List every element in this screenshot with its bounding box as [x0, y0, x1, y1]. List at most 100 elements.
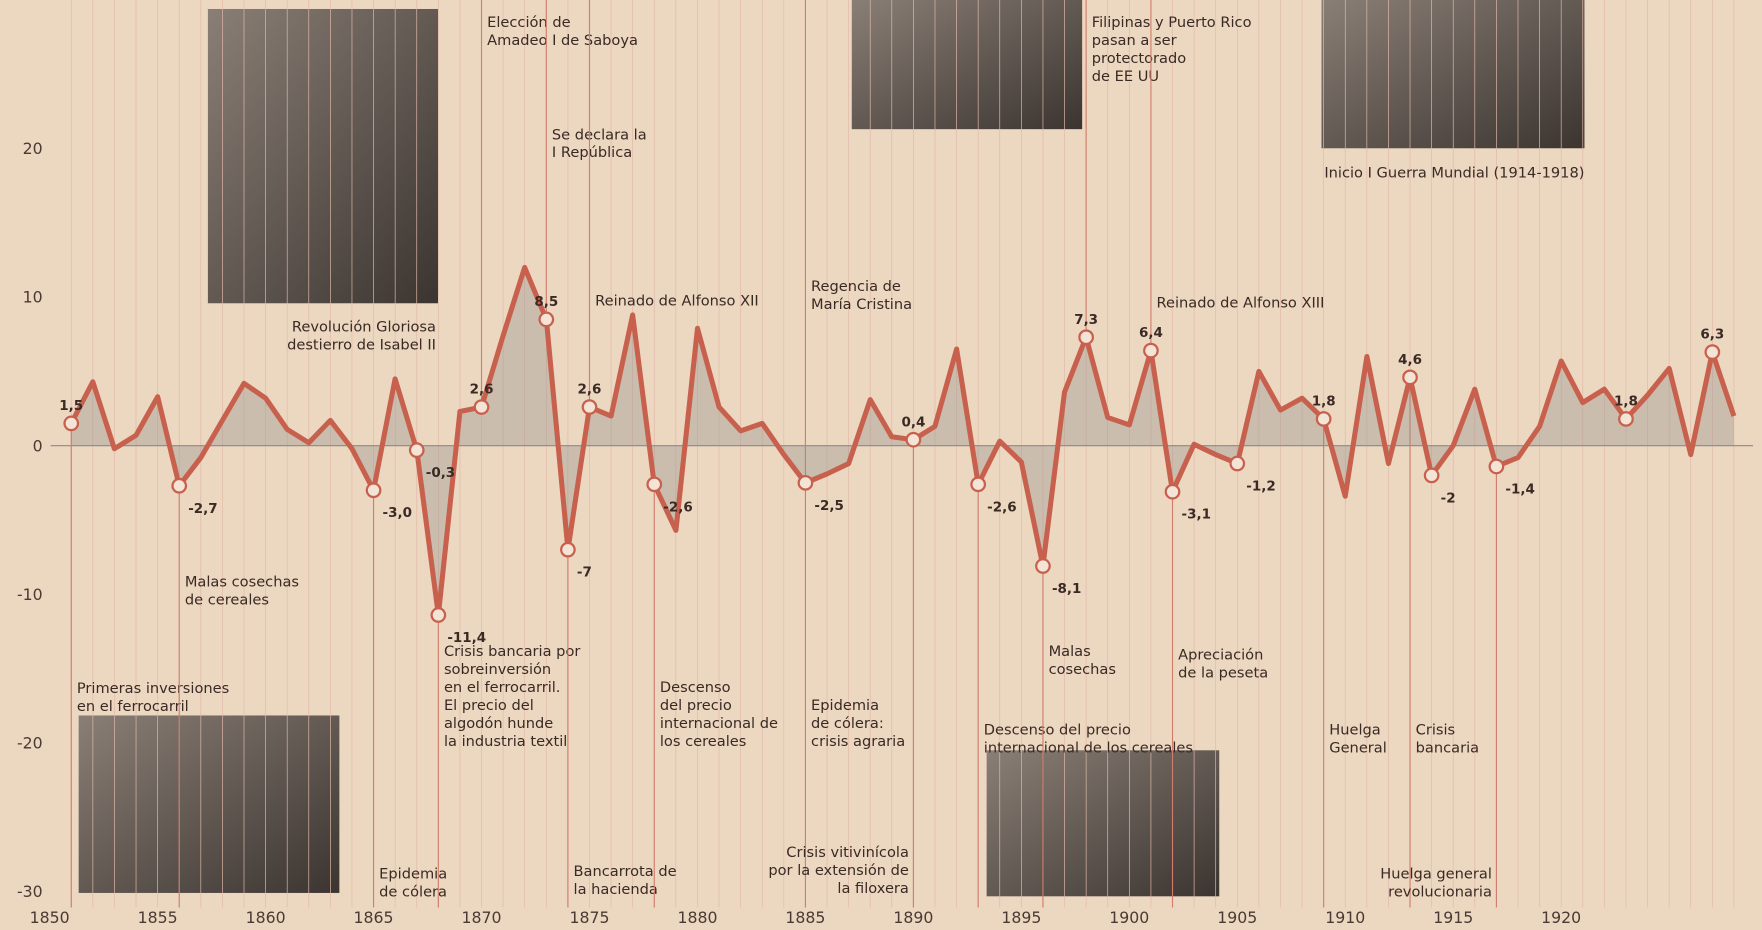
x-tick-label: 1905 [1217, 908, 1257, 927]
annotation: Revolución Gloriosa [292, 318, 436, 335]
annotation: Crisis vitivinícola [786, 844, 909, 861]
point [1035, 558, 1051, 574]
annotation: algodón hunde [444, 715, 553, 732]
annotation: I República [552, 144, 632, 161]
annotation: la filoxera [837, 880, 909, 897]
annotation: Malas [1049, 643, 1091, 660]
annotation: Huelga [1329, 722, 1380, 739]
value-label: -0,3 [426, 465, 455, 481]
y-tick-label: 0 [33, 436, 43, 455]
value-label: -11,4 [447, 630, 486, 646]
value-label: 8,5 [534, 294, 558, 310]
annotation: la industria textil [444, 733, 567, 750]
annotation: pasan a ser [1092, 32, 1177, 49]
point [581, 399, 598, 415]
x-tick-label: 1875 [569, 908, 609, 927]
x-tick-label: 1915 [1433, 908, 1473, 927]
value-label: 4,6 [1398, 352, 1422, 368]
x-tick-label: 1890 [893, 908, 933, 927]
y-tick-label: -10 [17, 585, 43, 604]
point [473, 399, 490, 415]
annotation: Se declara la [552, 126, 647, 143]
annotation: de cólera: [811, 715, 884, 732]
annotation: Elección de [487, 14, 570, 31]
annotation: revolucionaria [1388, 883, 1492, 900]
annotation: internacional de [660, 715, 778, 732]
annotation: Apreciación [1178, 646, 1263, 663]
photo [207, 8, 439, 304]
x-tick-label: 1910 [1325, 908, 1365, 927]
value-label: -8,1 [1052, 581, 1081, 597]
annotation: Descenso [660, 679, 731, 696]
point [1423, 467, 1440, 484]
annotation: Reinado de Alfonso XII [595, 293, 759, 310]
annotation: Crisis bancaria por [444, 643, 580, 660]
annotation: Inicio I Guerra Mundial (1914-1918) [1324, 164, 1584, 181]
annotation: de la peseta [1178, 664, 1268, 681]
annotation: Regencia de [811, 278, 901, 295]
value-label: 1,8 [1614, 393, 1638, 409]
annotation: destierro de Isabel II [287, 336, 436, 353]
annotation: Huelga general [1380, 865, 1492, 882]
value-label: 2,6 [578, 382, 602, 398]
x-tick-label: 1860 [246, 908, 286, 927]
x-tick-label: 1900 [1109, 908, 1149, 927]
point [1078, 329, 1095, 346]
x-tick-label: 1885 [785, 908, 825, 927]
point [1618, 411, 1634, 427]
x-tick-label: 1865 [354, 908, 394, 927]
annotation: Reinado de Alfonso XIII [1157, 295, 1325, 312]
point [408, 442, 425, 459]
annotation: Malas cosechas [185, 573, 299, 590]
photo [851, 0, 1083, 130]
annotation: en el ferrocarril [77, 698, 189, 715]
photo [986, 750, 1220, 897]
x-tick-label: 1850 [30, 908, 70, 927]
value-label: 1,5 [59, 398, 83, 414]
annotation: María Cristina [811, 296, 912, 313]
annotation: de cereales [185, 591, 269, 608]
x-tick-label: 1920 [1541, 908, 1581, 927]
annotation: sobreinversión [444, 661, 551, 678]
value-label: -2,7 [188, 501, 217, 517]
point [430, 607, 447, 623]
annotation: de cólera [379, 883, 447, 900]
annotation: General [1329, 740, 1387, 757]
annotation: protectorado [1092, 50, 1186, 67]
annotation: bancaria [1416, 740, 1479, 757]
annotation: Filipinas y Puerto Rico [1092, 14, 1252, 31]
annotation: Amadeo I de Saboya [487, 32, 638, 49]
y-tick-label: -20 [17, 733, 43, 752]
annotation: en el ferrocarril. [444, 679, 560, 696]
annotation: Descenso del precio [984, 722, 1131, 739]
point [1488, 458, 1505, 475]
annotation: del precio [660, 697, 732, 714]
x-tick-label: 1855 [138, 908, 178, 927]
point [1229, 455, 1246, 472]
area [71, 267, 1734, 616]
line [68, 264, 1737, 618]
annotation: por la extensión de [768, 862, 909, 879]
annotation: El precio del [444, 697, 534, 714]
point [1402, 369, 1418, 386]
annotation: internacional de los cereales [984, 740, 1193, 757]
annotation: de EE UU [1092, 68, 1159, 85]
point [538, 311, 555, 328]
value-label: 7,3 [1074, 312, 1098, 328]
point [365, 482, 382, 499]
annotation: Crisis [1416, 722, 1456, 739]
point [1315, 411, 1332, 427]
value-label: -7 [577, 565, 592, 581]
point [171, 477, 188, 494]
photo [78, 715, 340, 893]
x-tick-label: 1895 [1001, 908, 1041, 927]
value-label: -2 [1441, 490, 1456, 506]
value-label: -1,2 [1246, 478, 1275, 494]
annotation: Bancarrota de [574, 863, 677, 880]
value-label: 1,8 [1312, 393, 1336, 409]
annotation: Epidemia [379, 865, 447, 882]
point [970, 476, 987, 493]
point [1704, 344, 1721, 360]
